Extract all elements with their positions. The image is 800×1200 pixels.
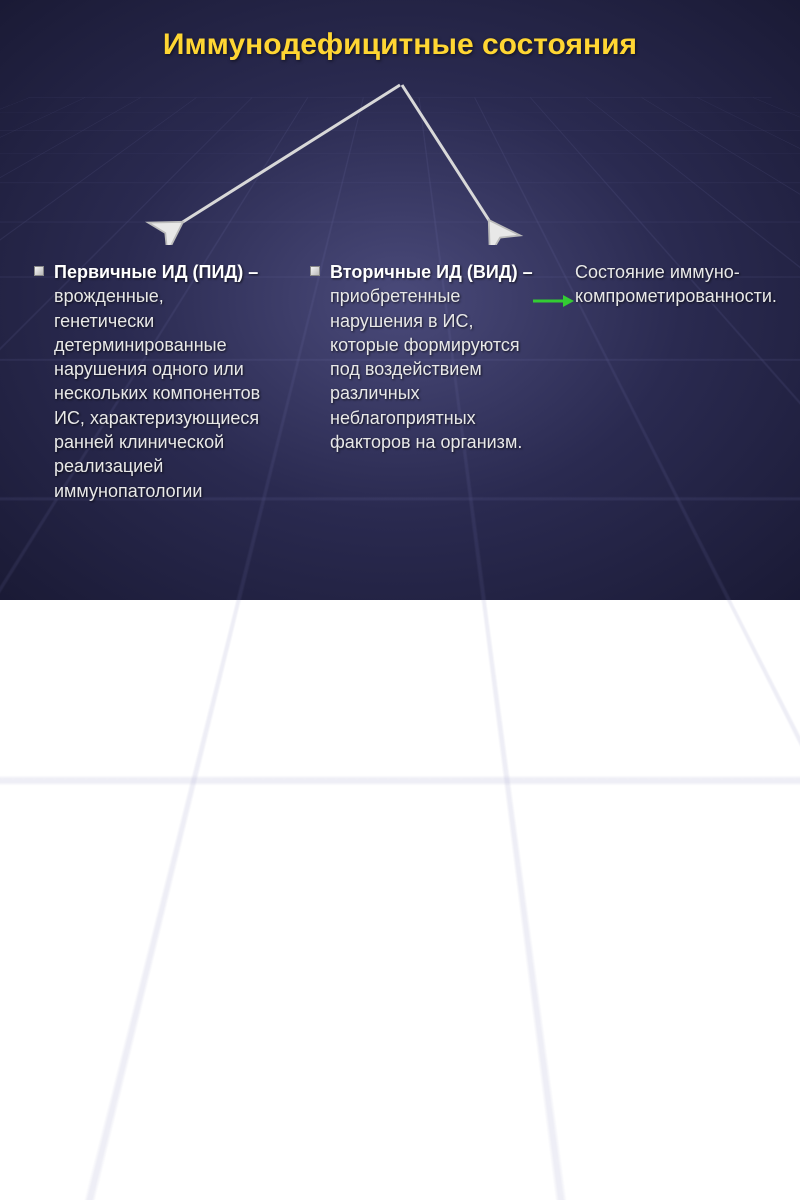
primary-id-text: Первичные ИД (ПИД) – врожденные, генетич…	[54, 260, 264, 503]
slide-content: Иммунодефицитные состояния Первичные ИД …	[0, 0, 800, 600]
green-arrow-icon	[533, 294, 575, 308]
compromised-state-text: Состояние иммуно-компрометированности.	[575, 260, 775, 309]
primary-id-block: Первичные ИД (ПИД) – врожденные, генетич…	[34, 260, 264, 503]
arrow-to-secondary	[402, 85, 492, 225]
secondary-id-lead: Вторичные ИД (ВИД) –	[330, 262, 533, 282]
slide-title: Иммунодефицитные состояния	[0, 28, 800, 62]
primary-id-lead: Первичные ИД (ПИД) –	[54, 262, 258, 282]
bullet-icon	[310, 266, 320, 276]
secondary-id-block: Вторичные ИД (ВИД) – приобретенные наруш…	[310, 260, 540, 454]
bullet-icon	[34, 266, 44, 276]
arrow-to-primary	[178, 85, 400, 225]
secondary-id-text: Вторичные ИД (ВИД) – приобретенные наруш…	[330, 260, 540, 454]
primary-id-body: врожденные, генетически детерминированны…	[54, 286, 260, 500]
secondary-id-body: приобретенные нарушения в ИС, которые фо…	[330, 286, 522, 452]
split-arrows	[140, 75, 660, 245]
compromised-state-block: Состояние иммуно-компрометированности.	[575, 260, 775, 309]
